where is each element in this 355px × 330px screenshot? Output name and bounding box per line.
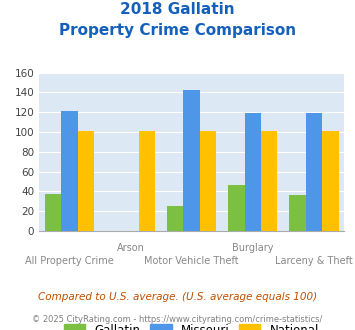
Text: Arson: Arson — [117, 243, 144, 252]
Bar — [306, 113, 322, 231]
Bar — [245, 113, 261, 231]
Text: Larceny & Theft: Larceny & Theft — [275, 256, 353, 266]
Bar — [322, 131, 339, 231]
Bar — [78, 131, 94, 231]
Bar — [139, 131, 155, 231]
Bar — [167, 206, 184, 231]
Bar — [261, 131, 278, 231]
Text: 2018 Gallatin: 2018 Gallatin — [120, 2, 235, 16]
Legend: Gallatin, Missouri, National: Gallatin, Missouri, National — [59, 319, 324, 330]
Bar — [45, 194, 61, 231]
Bar — [200, 131, 217, 231]
Text: © 2025 CityRating.com - https://www.cityrating.com/crime-statistics/: © 2025 CityRating.com - https://www.city… — [32, 315, 323, 324]
Text: All Property Crime: All Property Crime — [25, 256, 114, 266]
Text: Compared to U.S. average. (U.S. average equals 100): Compared to U.S. average. (U.S. average … — [38, 292, 317, 302]
Bar — [61, 111, 78, 231]
Text: Motor Vehicle Theft: Motor Vehicle Theft — [144, 256, 239, 266]
Bar — [184, 90, 200, 231]
Text: Property Crime Comparison: Property Crime Comparison — [59, 23, 296, 38]
Bar — [289, 195, 306, 231]
Bar — [228, 185, 245, 231]
Text: Burglary: Burglary — [232, 243, 273, 252]
